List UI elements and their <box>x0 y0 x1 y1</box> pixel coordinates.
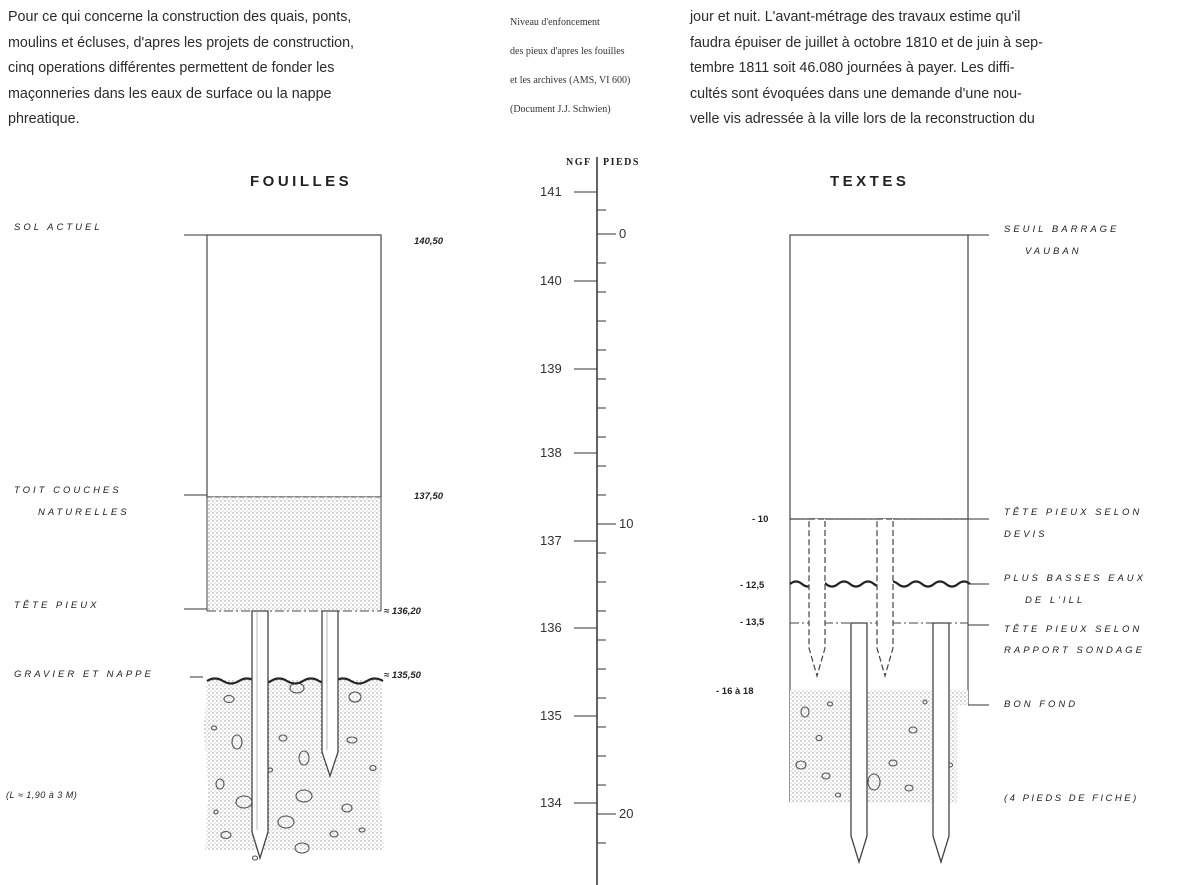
label-length-note: (L ≈ 1,90 à 3 M) <box>6 790 78 800</box>
caption-line: (Document J.J. Schwien) <box>510 104 611 115</box>
value-tete-sondage: - 13,5 <box>740 617 765 628</box>
bon-fond-zone <box>790 690 968 803</box>
ngf-tick-label: 141 <box>540 184 562 199</box>
label-tete-pieux: TÊTE PIEUX <box>14 600 100 611</box>
fouilles-diagram <box>184 234 384 861</box>
left-paragraph-line: phreatique. <box>8 111 80 127</box>
left-paragraph-line: maçonneries dans les eaux de surface ou … <box>8 85 332 102</box>
textes-diagram <box>789 234 989 865</box>
right-paragraph-line: cultés sont évoquées dans une demande d'… <box>690 85 1022 102</box>
fouilles-title: FOUILLES <box>250 173 353 190</box>
label-seuil-barrage: SEUIL BARRAGE <box>1004 224 1120 235</box>
label-rapport-sondage: RAPPORT SONDAGE <box>1004 645 1145 656</box>
scale-header-pieds: PIEDS <box>603 157 640 168</box>
pile-sondage-1 <box>850 622 868 865</box>
water-table-wave <box>206 677 384 685</box>
caption-line: et les archives (AMS, VI 600) <box>510 75 631 86</box>
value-toit: 137,50 <box>414 491 444 502</box>
ngf-tick-label: 135 <box>540 708 562 723</box>
left-paragraph: Pour ce qui concerne la construction des… <box>8 5 488 133</box>
value-bon-fond: - 16 à 18 <box>716 686 754 697</box>
right-paragraph-line: jour et nuit. L'avant-métrage des travau… <box>690 9 1021 25</box>
label-tete-pieux-devis: TÊTE PIEUX SELON <box>1004 507 1143 518</box>
pile-sondage-2 <box>932 622 950 865</box>
label-naturelles: NATURELLES <box>38 507 130 518</box>
ngf-major-ticks <box>574 191 597 804</box>
ngf-tick-label: 136 <box>540 620 562 635</box>
label-fiche-note: (4 PIEDS DE FICHE) <box>1004 793 1139 804</box>
value-basses-eaux: - 12,5 <box>740 580 765 591</box>
pieds-tick-label: 20 <box>619 806 634 821</box>
label-toit-couches: TOIT COUCHES <box>14 485 122 496</box>
caption-line: Niveau d'enfoncement <box>510 17 600 28</box>
textes-title: TEXTES <box>830 173 910 190</box>
value-sol-actuel: 140,50 <box>414 236 444 247</box>
ngf-tick-label: 140 <box>540 273 562 288</box>
label-de-l-ill: DE L'ILL <box>1025 595 1086 606</box>
label-gravier-nappe: GRAVIER ET NAPPE <box>14 669 154 680</box>
fouilles-natural-layer <box>207 497 381 611</box>
ngf-tick-label: 139 <box>540 361 562 376</box>
pile-devis-2 <box>876 518 894 679</box>
pieds-major-ticks <box>597 233 616 815</box>
ngf-tick-label: 137 <box>540 533 562 548</box>
pile-devis-1 <box>808 518 826 679</box>
right-paragraph: jour et nuit. L'avant-métrage des travau… <box>690 5 1182 133</box>
caption-line: des pieux d'apres les fouilles <box>510 46 625 57</box>
label-bon-fond: BON FOND <box>1004 699 1079 710</box>
elevation-scale <box>574 157 616 885</box>
fouilles-upper-box <box>206 234 382 498</box>
right-paragraph-line: velle vis adressée à la ville lors de la… <box>690 111 1035 127</box>
left-paragraph-line: moulins et écluses, d'apres les projets … <box>8 34 355 51</box>
scale-header-ngf: NGF <box>566 157 592 168</box>
left-paragraph-line: cinq operations différentes permettent d… <box>8 60 335 76</box>
label-devis: DEVIS <box>1004 529 1048 540</box>
pile-short <box>321 610 339 779</box>
label-plus-basses-eaux: PLUS BASSES EAUX <box>1004 573 1146 584</box>
pieds-tick-label: 10 <box>619 516 634 531</box>
pile-long <box>251 610 269 861</box>
right-paragraph-line: faudra épuiser de juillet à octobre 1810… <box>690 34 1043 51</box>
pieds-tick-label: 0 <box>619 226 627 241</box>
value-gravier: ≈ 135,50 <box>384 670 421 681</box>
gravel-zone <box>204 680 384 850</box>
left-paragraph-line: Pour ce qui concerne la construction des… <box>8 9 352 25</box>
right-paragraph-line: tembre 1811 soit 46.080 journées à payer… <box>690 60 1015 76</box>
pieds-minor-ticks <box>597 209 606 844</box>
value-tete-devis: - 10 <box>752 514 769 525</box>
label-tete-pieux-sondage: TÊTE PIEUX SELON <box>1004 624 1143 635</box>
value-tete-pieux: ≈ 136,20 <box>384 606 421 617</box>
gravel-stones <box>210 682 377 861</box>
ngf-tick-label: 134 <box>540 795 562 810</box>
ngf-tick-label: 138 <box>540 445 562 460</box>
textes-upper-box <box>789 234 969 520</box>
figure-caption: Niveau d'enfoncement des pieux d'apres l… <box>510 8 630 124</box>
label-vauban: VAUBAN <box>1025 246 1082 257</box>
label-sol-actuel: SOL ACTUEL <box>14 222 103 233</box>
